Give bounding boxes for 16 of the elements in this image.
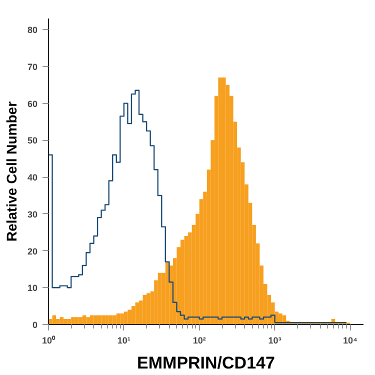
x-tick-label: 10¹ [117, 336, 130, 346]
y-tick-label: 30 [27, 209, 38, 220]
x-tick-label: 10⁴ [342, 336, 358, 346]
y-tick-label: 40 [27, 172, 38, 183]
y-tick-label: 50 [27, 136, 38, 146]
y-axis-title: Relative Cell Number [3, 100, 20, 242]
x-tick-label: 10⁰ [42, 336, 56, 346]
x-tick-label: 10² [192, 336, 206, 346]
y-tick-label: 60 [27, 98, 38, 109]
y-tick-label: 0 [32, 320, 38, 330]
x-axis-title: EMMPRIN/CD147 [137, 354, 275, 372]
y-tick-label: 20 [27, 246, 38, 256]
x-tick-label: 10³ [268, 336, 282, 346]
y-tick-label: 10 [27, 283, 38, 294]
y-tick-label: 80 [27, 25, 38, 36]
y-tick-label: 70 [27, 62, 38, 72]
